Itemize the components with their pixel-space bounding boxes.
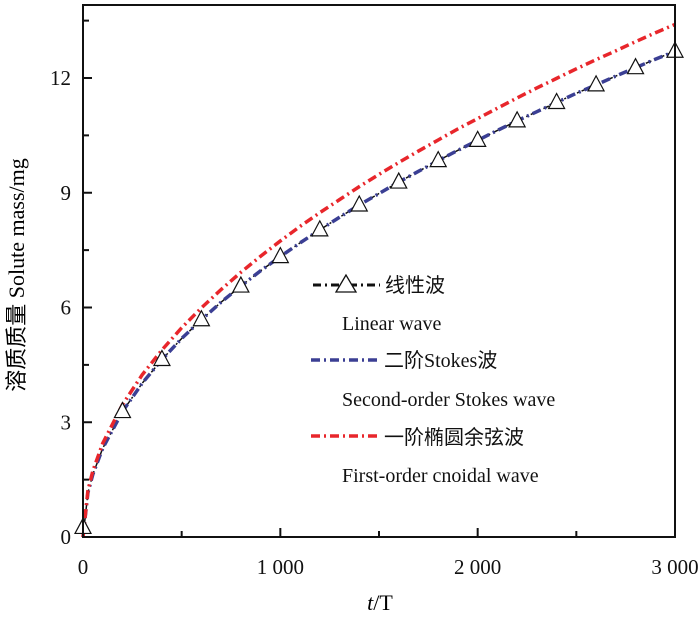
- linear-wave-marker: [429, 150, 448, 168]
- linear-wave-marker: [113, 401, 132, 419]
- x-axis-label: t/T: [367, 590, 393, 615]
- legend-label-cnoidal-en: First-order cnoidal wave: [342, 465, 539, 487]
- y-tick-label: 3: [61, 410, 72, 434]
- x-axis-label-rest: /T: [373, 590, 393, 615]
- linear-wave-marker: [231, 275, 250, 293]
- linear-wave-marker: [508, 110, 527, 128]
- linear-wave-marker: [271, 246, 290, 264]
- legend: 线性波 Linear wave 二阶Stokes波 Second-order S…: [311, 273, 555, 487]
- linear-wave-marker: [350, 194, 369, 212]
- legend-label-cnoidal-cn: 一阶椭圆余弦波: [384, 426, 524, 449]
- legend-item-stokes: 二阶Stokes波 Second-order Stokes wave: [311, 349, 555, 411]
- x-tick-label: 1 000: [257, 555, 304, 579]
- series-line-2: [81, 22, 676, 538]
- linear-wave-marker: [587, 74, 606, 92]
- y-tick-label: 9: [61, 181, 72, 205]
- linear-wave-marker: [192, 309, 211, 327]
- x-tick-label: 2 000: [454, 555, 501, 579]
- legend-triangle-marker: [334, 273, 358, 293]
- plot-frame: [82, 4, 676, 538]
- y-axis-label: 溶质质量 Solute mass/mg: [4, 158, 29, 391]
- plot-series: [74, 22, 684, 538]
- legend-item-cnoidal: 一阶椭圆余弦波 First-order cnoidal wave: [311, 426, 539, 487]
- linear-wave-marker: [152, 349, 171, 367]
- linear-wave-marker: [626, 57, 645, 75]
- y-tick-label: 0: [61, 525, 72, 549]
- x-tick-label: 0: [78, 555, 89, 579]
- axis-ticks: 0 1 000 2 000 3 000 0 3 6 9 12: [50, 19, 699, 579]
- y-tick-label: 12: [50, 66, 71, 90]
- x-tick-label: 3 000: [651, 555, 698, 579]
- linear-wave-marker: [310, 219, 329, 237]
- linear-wave-marker: [468, 130, 487, 147]
- linear-wave-marker: [547, 92, 566, 110]
- legend-item-linear: 线性波 Linear wave: [313, 273, 445, 335]
- x-axis-label-t: t: [367, 590, 374, 615]
- linear-wave-marker: [389, 171, 408, 189]
- legend-label-linear-en: Linear wave: [342, 313, 442, 335]
- legend-label-linear-cn: 线性波: [385, 274, 445, 297]
- y-tick-label: 6: [61, 296, 72, 320]
- legend-label-stokes-en: Second-order Stokes wave: [342, 389, 555, 411]
- legend-label-stokes-cn: 二阶Stokes波: [384, 349, 497, 372]
